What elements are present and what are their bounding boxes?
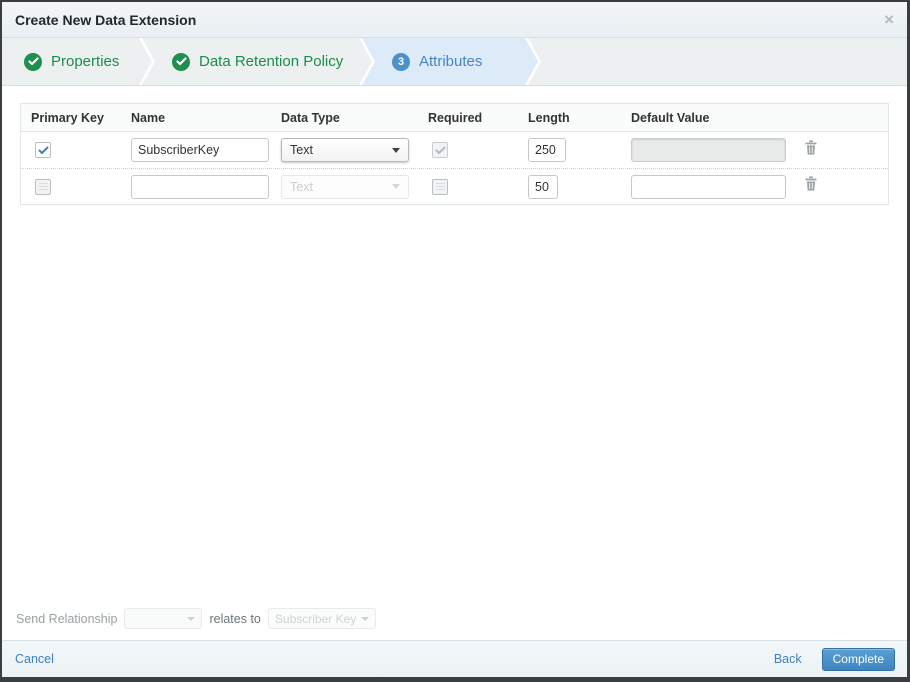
col-header-required: Required [428, 110, 483, 125]
checkbox-texture [38, 183, 48, 190]
data-type-value: Text [290, 143, 313, 157]
back-link[interactable]: Back [773, 652, 802, 666]
attributes-table: Primary Key Name Data Type Required Leng… [20, 103, 889, 205]
data-type-select[interactable]: Text [281, 138, 409, 162]
data-type-value: Text [290, 179, 313, 194]
check-circle-icon [172, 53, 190, 71]
chevron-down-icon [361, 616, 370, 621]
complete-button[interactable]: Complete [821, 647, 895, 671]
checkbox-texture [435, 183, 445, 190]
delete-row-icon[interactable] [804, 176, 818, 197]
table-row: Text [21, 168, 888, 204]
wizard-step-label: Attributes [419, 53, 483, 70]
table-row: Text [21, 132, 888, 168]
table-header-row: Primary Key Name Data Type Required Leng… [21, 104, 888, 132]
wizard-steps: Properties Data Retention Policy 3 Attri… [2, 38, 907, 86]
delete-row-icon[interactable] [804, 140, 818, 161]
wizard-step-label: Properties [51, 53, 120, 70]
col-header-data-type: Data Type [281, 110, 340, 125]
primary-key-checkbox[interactable] [35, 142, 51, 158]
required-checkbox[interactable] [432, 178, 448, 195]
step-number-icon: 3 [392, 53, 410, 71]
wizard-step-attributes[interactable]: 3 Attributes [362, 38, 538, 85]
wizard-filler [528, 38, 907, 85]
col-header-default-value: Default Value [631, 110, 710, 125]
chevron-down-icon [392, 147, 400, 153]
close-icon[interactable]: × [884, 10, 894, 29]
col-header-length: Length [528, 110, 570, 125]
modal-footer: Cancel Back Complete [2, 640, 907, 677]
wizard-step-properties[interactable]: Properties [2, 38, 152, 85]
length-input[interactable] [528, 138, 566, 162]
primary-key-checkbox[interactable] [35, 178, 51, 195]
modal-title: Create New Data Extension [15, 11, 197, 28]
default-value-input [631, 138, 786, 162]
name-input[interactable] [131, 174, 269, 199]
check-circle-icon [24, 53, 42, 71]
relates-to-select: Subscriber Key [267, 608, 377, 629]
wizard-step-label: Data Retention Policy [199, 53, 344, 70]
col-header-name: Name [131, 110, 166, 125]
send-relationship-select [124, 608, 203, 629]
cancel-link[interactable]: Cancel [15, 652, 54, 666]
chevron-down-icon [187, 616, 196, 621]
relates-to-label: relates to [209, 611, 261, 626]
footer-actions: Back Complete [773, 647, 895, 671]
wizard-step-data-retention[interactable]: Data Retention Policy [142, 38, 372, 85]
modal-content: Primary Key Name Data Type Required Leng… [2, 86, 907, 640]
send-relationship-label: Send Relationship [16, 611, 118, 626]
data-type-select: Text [281, 174, 409, 199]
col-header-primary-key: Primary Key [31, 110, 104, 125]
name-input[interactable] [131, 138, 269, 162]
relates-to-value: Subscriber Key [274, 611, 357, 626]
chevron-down-icon [392, 184, 400, 189]
length-input[interactable] [528, 174, 558, 199]
send-relationship-row: Send Relationship relates to Subscriber … [2, 608, 907, 629]
default-value-input[interactable] [631, 174, 786, 199]
modal-title-bar: Create New Data Extension × [2, 2, 907, 38]
required-checkbox [432, 142, 448, 158]
